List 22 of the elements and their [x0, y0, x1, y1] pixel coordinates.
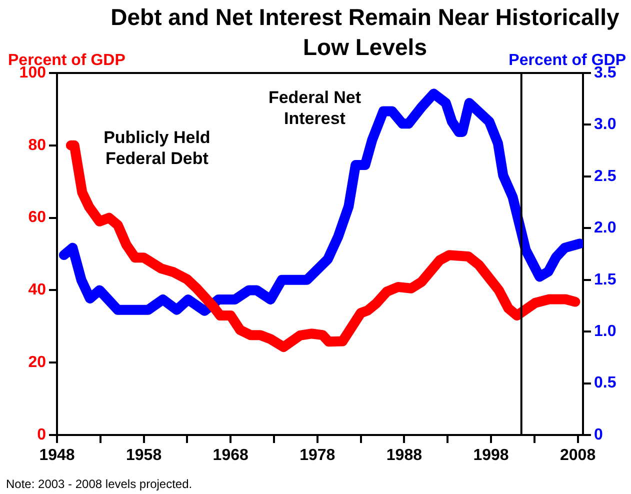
y2-tick-label: 0 [594, 426, 603, 444]
y-tick-label: 80 [28, 136, 46, 154]
x-tick-label: 1988 [386, 447, 422, 464]
series-label: Federal Net Interest [268, 88, 362, 128]
y-tick-label: 0 [37, 426, 46, 444]
y2-tick-label: 2.5 [594, 168, 616, 185]
x-tick-label: 2008 [560, 447, 596, 464]
x-tick-label: 1948 [39, 447, 75, 464]
x-tick-label: 1968 [212, 447, 248, 464]
x-tick-label: 1978 [300, 447, 336, 464]
y2-tick-label: 1.0 [594, 322, 616, 340]
y-tick-label: 60 [28, 209, 46, 226]
y2-tick-label: 0.5 [594, 374, 616, 392]
series-label: Publicly Held Federal Debt [104, 128, 210, 168]
y2-tick-label: 3.0 [594, 116, 616, 134]
text: Note: 2003 - 2008 levels projected. [6, 477, 192, 491]
x-tick-label: 1958 [126, 447, 162, 464]
y2-tick-label: 2.0 [594, 220, 616, 237]
y2-tick-label: 1.5 [594, 271, 616, 288]
y-tick-label: 40 [28, 282, 46, 299]
y-tick-label: 20 [28, 354, 46, 372]
x-tick-label: 1998 [473, 447, 509, 464]
